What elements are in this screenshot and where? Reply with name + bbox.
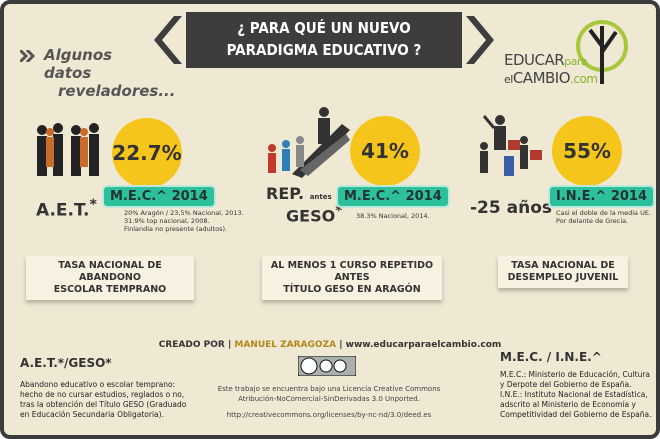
label-text: GESO xyxy=(286,206,336,226)
stat-value: 41% xyxy=(350,116,420,186)
logo-word: .com xyxy=(570,72,598,86)
people-icon xyxy=(37,123,99,176)
title-line: PARADIGMA EDUCATIVO ? xyxy=(226,41,422,59)
caption-line: AL MENOS 1 CURSO REPETIDO ANTES xyxy=(270,260,434,283)
logo-word: CAMBIO xyxy=(512,69,571,87)
stat-value: 55% xyxy=(552,116,622,186)
stat-label: GESO* xyxy=(286,204,342,225)
subtitle-line: reveladores... xyxy=(58,82,176,100)
subtitle: Algunos datos reveladores... xyxy=(44,46,176,100)
logo-tree xyxy=(576,20,628,84)
label-mark: * xyxy=(89,197,97,213)
credit: CREADO POR | MANUEL ZARAGOZA | www.educa… xyxy=(158,340,502,350)
definition: Abandono educativo o escolar temprano: he… xyxy=(20,380,186,420)
def-line: I.N.E.: Instituto Nacional de Estadístic… xyxy=(500,390,648,399)
chevron-right xyxy=(466,16,494,64)
stat-label: REP. antes xyxy=(266,184,332,203)
caption-line: TÍTULO GESO EN ARAGÓN xyxy=(283,284,421,295)
footer-heading: M.E.C. / I.N.E.^ xyxy=(500,350,602,364)
credit-prefix: CREADO POR xyxy=(158,340,225,350)
label-text: REP. xyxy=(266,184,305,203)
def-line: Abandono educativo o escolar temprano: xyxy=(20,380,176,389)
notes: Casi el doble de la media UE. Por delante… xyxy=(556,209,651,225)
label-text: A.E.T. xyxy=(36,200,90,221)
label-small: antes xyxy=(309,193,332,201)
chevron-left xyxy=(154,16,182,64)
def-line: M.E.C.: Ministerio de Educación, Cultura xyxy=(500,370,650,379)
note: Casi el doble de la media UE. xyxy=(556,209,652,217)
note: 20% Aragón / 23,5% Nacional, 2013. xyxy=(124,209,244,217)
caption: TASA NACIONAL DE DESEMPLEO JUVENIL xyxy=(498,256,628,288)
stat-label: A.E.T.* xyxy=(36,197,97,221)
logo-text: EDUCARpara elCAMBIO.com xyxy=(504,51,598,88)
license-line: Atribución-NoComercial-SinDerivadas 3.0 … xyxy=(238,395,420,403)
definition: M.E.C.: Ministerio de Educación, Cultura… xyxy=(500,370,651,420)
caption-line: DESEMPLEO JUVENIL xyxy=(507,272,619,283)
logo-word: EDUCAR xyxy=(504,51,565,69)
label-mark: * xyxy=(335,204,343,219)
note: Por delante de Grecia. xyxy=(556,217,629,225)
title-line: ¿ PARA QUÉ UN NUEVO xyxy=(237,19,411,37)
def-line: y Derpote del Gobierno de España. xyxy=(500,380,632,389)
caption: TASA NACIONAL DE ABANDONO ESCOLAR TEMPRAN… xyxy=(26,256,194,300)
climbing-icon xyxy=(268,107,350,178)
license-line: Este trabajo se encuentra bajo una Licen… xyxy=(217,385,441,393)
note: Finlandia no presente (adultos). xyxy=(124,225,228,233)
credit-site: www.educarparaelcambio.com xyxy=(345,340,502,350)
def-line: en Educación Secundaria Obligatoria). xyxy=(20,410,164,419)
caption-line: TASA NACIONAL DE ABANDONO xyxy=(58,260,162,283)
caption-line: ESCOLAR TEMPRANO xyxy=(53,284,167,295)
stat-label: -25 años xyxy=(470,198,553,218)
def-line: adscrito al Ministerio de Economía y xyxy=(500,400,636,409)
stat-value: 22.7% xyxy=(112,118,182,188)
caption-line: TASA NACIONAL DE xyxy=(511,260,615,271)
title-banner: ¿ PARA QUÉ UN NUEVO PARADIGMA EDUCATIVO … xyxy=(186,12,462,68)
license: Este trabajo se encuentra bajo una Licen… xyxy=(174,384,484,420)
logo-word: para xyxy=(564,55,588,68)
source-box: M.E.C.^ 2014 xyxy=(104,187,214,206)
note: 38.3% Nacional, 2014. xyxy=(356,212,430,220)
cc-badge xyxy=(298,356,356,376)
caption: AL MENOS 1 CURSO REPETIDO ANTES TÍTULO GE… xyxy=(262,256,442,300)
def-line: hecho de no cursar estudios, reglados o … xyxy=(20,390,185,399)
def-line: tras la obtención del Título GESO (Gradu… xyxy=(20,400,187,409)
notes: 20% Aragón / 23,5% Nacional, 2013. 31.9% … xyxy=(124,209,244,233)
notes: 38.3% Nacional, 2014. xyxy=(356,212,430,220)
credit-author: MANUEL ZARAGOZA xyxy=(234,340,337,350)
footer-heading: A.E.T.*/GESO* xyxy=(20,356,112,370)
arrow-icon xyxy=(20,50,36,62)
source-box: M.E.C.^ 2014 xyxy=(338,187,448,206)
subtitle-line: Algunos datos xyxy=(44,46,113,82)
license-url: http://creativecommons.org/licenses/by-n… xyxy=(226,411,432,419)
source-box: I.N.E.^ 2014 xyxy=(550,187,654,206)
def-line: Competitividad del Gobierno de España. xyxy=(500,410,652,419)
note: 31.9% top nacional, 2008. xyxy=(124,217,210,225)
logo-word: el xyxy=(504,73,513,86)
workers-icon xyxy=(480,115,542,176)
